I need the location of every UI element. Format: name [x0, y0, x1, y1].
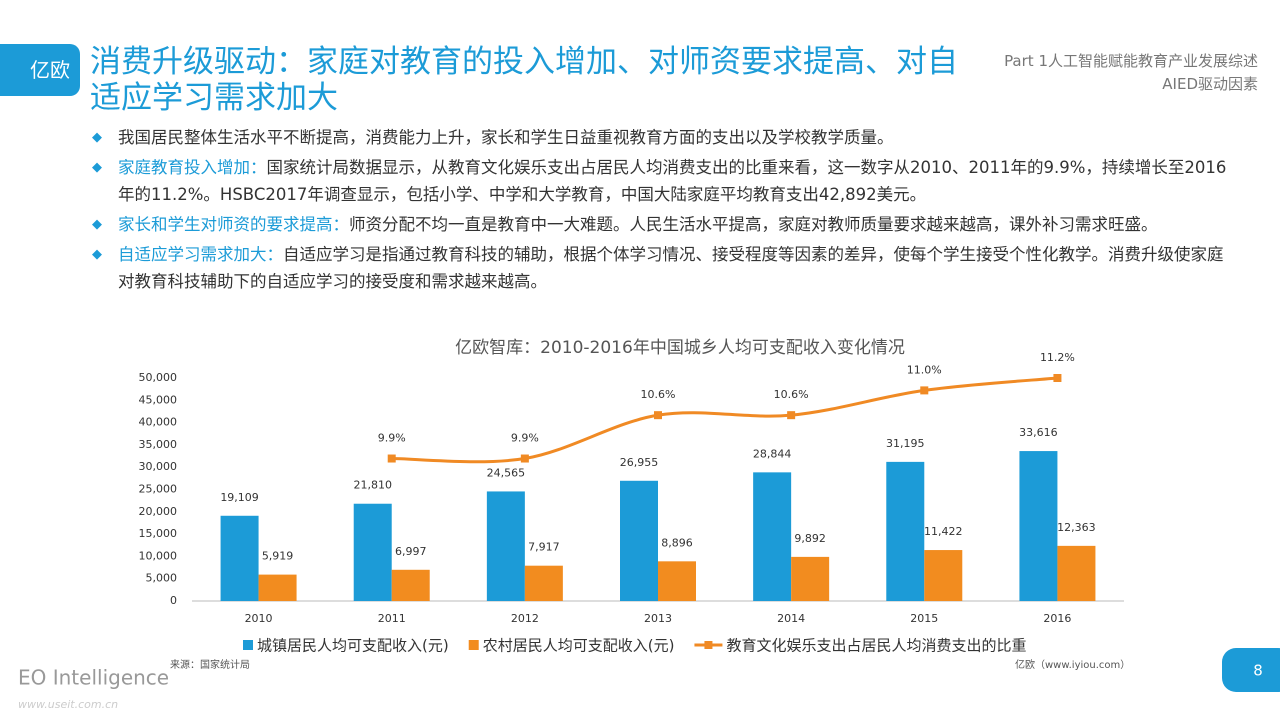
line-label: 10.6% [774, 388, 809, 401]
bullet-text: 国家统计局数据显示，从教育文化娱乐支出占居民人均消费支出的比重来看，这一数字从2… [118, 158, 1227, 204]
x-tick-label: 2012 [511, 612, 539, 625]
legend-label: 教育文化娱乐支出占居民人均消费支出的比重 [726, 637, 1026, 655]
bar [524, 565, 563, 601]
bar-label: 11,422 [924, 525, 963, 538]
y-tick-label: 45,000 [139, 393, 178, 406]
x-tick-label: 2010 [245, 612, 273, 625]
brand: EO Intelligence [18, 666, 169, 690]
y-tick-label: 0 [170, 594, 177, 607]
bar-label: 8,896 [661, 536, 693, 549]
bullet-list: ◆ 我国居民整体生活水平不断提高，消费能力上升，家长和学生日益重视教育方面的支出以… [90, 124, 1230, 298]
bar [791, 556, 830, 601]
line-marker [654, 411, 662, 420]
bar-label: 26,955 [620, 456, 659, 469]
slide-title: 消费升级驱动：家庭对教育的投入增加、对师资要求提高、对自适应学习需求加大 [90, 44, 958, 116]
part-label: Part 1人工智能赋能教育产业发展综述 [1004, 52, 1258, 70]
legend-label: 农村居民人均可支配收入(元) [483, 637, 675, 655]
source: 来源：国家统计局 [170, 658, 250, 671]
bullet-marker: ◆ [92, 160, 102, 175]
bullet: ◆ 家长和学生对师资的要求提高：师资分配不均一直是教育中一大难题。人民生活水平提高… [90, 211, 1230, 238]
chart-title: 亿欧智库：2010-2016年中国城乡人均可支配收入变化情况 [455, 338, 905, 358]
bar [1057, 545, 1096, 601]
y-tick-label: 20,000 [139, 505, 178, 518]
x-tick-label: 2011 [378, 612, 406, 625]
page-tab [1222, 648, 1280, 692]
legend-label: 城镇居民人均可支配收入(元) [257, 637, 449, 655]
bullet-marker: ◆ [92, 130, 102, 145]
x-tick-label: 2013 [644, 612, 672, 625]
bar [886, 461, 925, 601]
y-tick-label: 10,000 [139, 549, 178, 562]
line-marker [387, 454, 396, 463]
y-tick-label: 25,000 [139, 483, 178, 496]
line-marker [1053, 374, 1062, 382]
site: 亿欧（www.iyiou.com） [1015, 658, 1130, 671]
page-number: 8 [1253, 662, 1263, 680]
y-tick-label: 15,000 [139, 527, 178, 540]
bullet-marker: ◆ [92, 247, 102, 262]
bullet: ◆ 我国居民整体生活水平不断提高，消费能力上升，家长和学生日益重视教育方面的支出以… [90, 124, 1230, 151]
y-tick-label: 5,000 [146, 572, 178, 585]
bullet-text: 自适应学习是指通过教育科技的辅助，根据个体学习情况、接受程度等因素的差异，使每个… [118, 245, 1224, 291]
line-label: 9.9% [511, 432, 539, 445]
bar [620, 480, 658, 601]
y-tick-label: 35,000 [139, 438, 178, 451]
bar-label: 21,810 [353, 479, 392, 492]
bullet-text: 师资分配不均一直是教育中一大难题。人民生活水平提高，家庭对教师质量要求越来越高，… [349, 215, 1158, 234]
y-tick-label: 40,000 [139, 416, 178, 429]
bar [924, 550, 963, 601]
bar [353, 503, 392, 601]
x-tick-label: 2015 [910, 612, 938, 625]
line-marker [787, 411, 796, 420]
bar-label: 12,363 [1057, 521, 1096, 534]
line-marker [920, 386, 929, 395]
legend-marker [704, 641, 713, 649]
y-tick-label: 30,000 [139, 460, 178, 473]
bar-label: 19,109 [220, 491, 259, 504]
bullet: ◆ 家庭教育投入增加：国家统计局数据显示，从教育文化娱乐支出占居民人均消费支出的比… [90, 154, 1230, 208]
line-label: 9.9% [378, 432, 406, 445]
bar-label: 24,565 [487, 466, 526, 479]
bar [1019, 451, 1058, 601]
bullet-text: 我国居民整体生活水平不断提高，消费能力上升，家长和学生日益重视教育方面的支出以及… [118, 128, 894, 147]
bullet-lead: 家长和学生对师资的要求提高： [118, 215, 349, 234]
bar-label: 33,616 [1019, 426, 1058, 439]
bar [391, 569, 430, 601]
bar-label: 6,997 [395, 545, 427, 558]
bar [486, 491, 525, 601]
x-tick-label: 2016 [1043, 612, 1071, 625]
bar [220, 515, 259, 601]
line [391, 376, 1058, 464]
watermark: www.useit.com.cn [18, 698, 118, 711]
line-label: 11.2% [1040, 351, 1075, 364]
y-tick-label: 50,000 [139, 371, 178, 384]
line-label: 10.6% [641, 388, 676, 401]
bar-label: 7,917 [528, 541, 560, 554]
bar-label: 5,919 [262, 550, 294, 563]
line-label: 11.0% [907, 363, 942, 376]
bullet: ◆ 自适应学习需求加大：自适应学习是指通过教育科技的辅助，根据个体学习情况、接受程… [90, 241, 1230, 295]
line-marker [520, 454, 529, 463]
section-label: AIED驱动因素 [1162, 75, 1258, 93]
bar-label: 31,195 [886, 437, 925, 450]
bullet-lead: 自适应学习需求加大： [118, 245, 283, 264]
bar-label: 28,844 [753, 447, 792, 460]
legend-marker [468, 640, 479, 650]
bar [658, 561, 696, 601]
bullet-marker: ◆ [92, 217, 102, 232]
bar-label: 9,892 [794, 532, 826, 545]
bar [753, 472, 792, 601]
x-tick-label: 2014 [777, 612, 805, 625]
bar [258, 574, 297, 601]
legend-marker [243, 640, 253, 650]
logo: 亿欧 [0, 44, 80, 96]
bullet-lead: 家庭教育投入增加： [118, 158, 267, 177]
